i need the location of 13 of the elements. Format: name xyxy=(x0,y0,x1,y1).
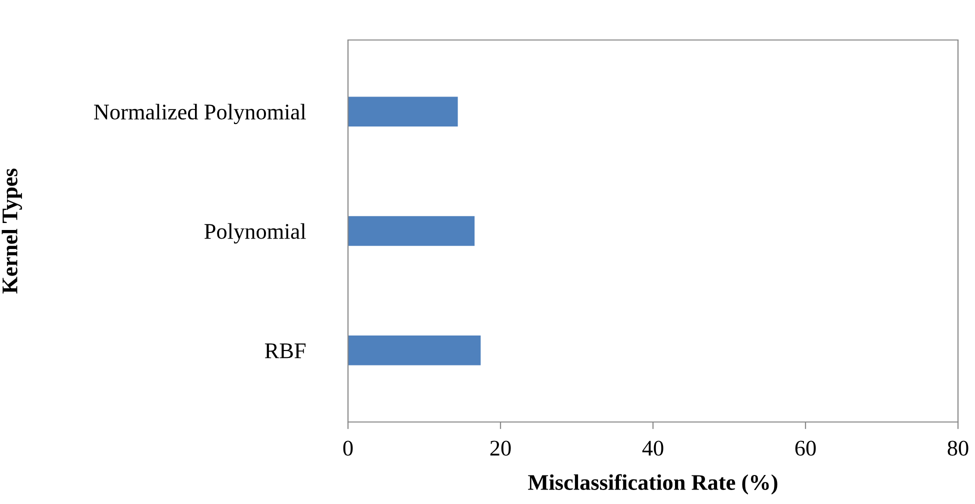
y-axis-title: Kernel Types xyxy=(2,168,22,294)
x-tick-label: 80 xyxy=(948,440,968,456)
x-tick-label: 0 xyxy=(343,440,353,456)
y-tick-label: Normalized Polynomial xyxy=(94,104,306,124)
x-tick-label: 40 xyxy=(642,440,664,456)
bar xyxy=(348,216,475,246)
x-tick-label: 20 xyxy=(490,440,511,456)
bar xyxy=(348,335,481,366)
y-tick-label: RBF xyxy=(264,344,306,358)
x-tick-label: 60 xyxy=(795,440,816,456)
y-tick-label: Polynomial xyxy=(204,223,306,244)
bar xyxy=(348,96,458,127)
x-axis-title: Misclassification Rate (%) xyxy=(528,474,778,494)
